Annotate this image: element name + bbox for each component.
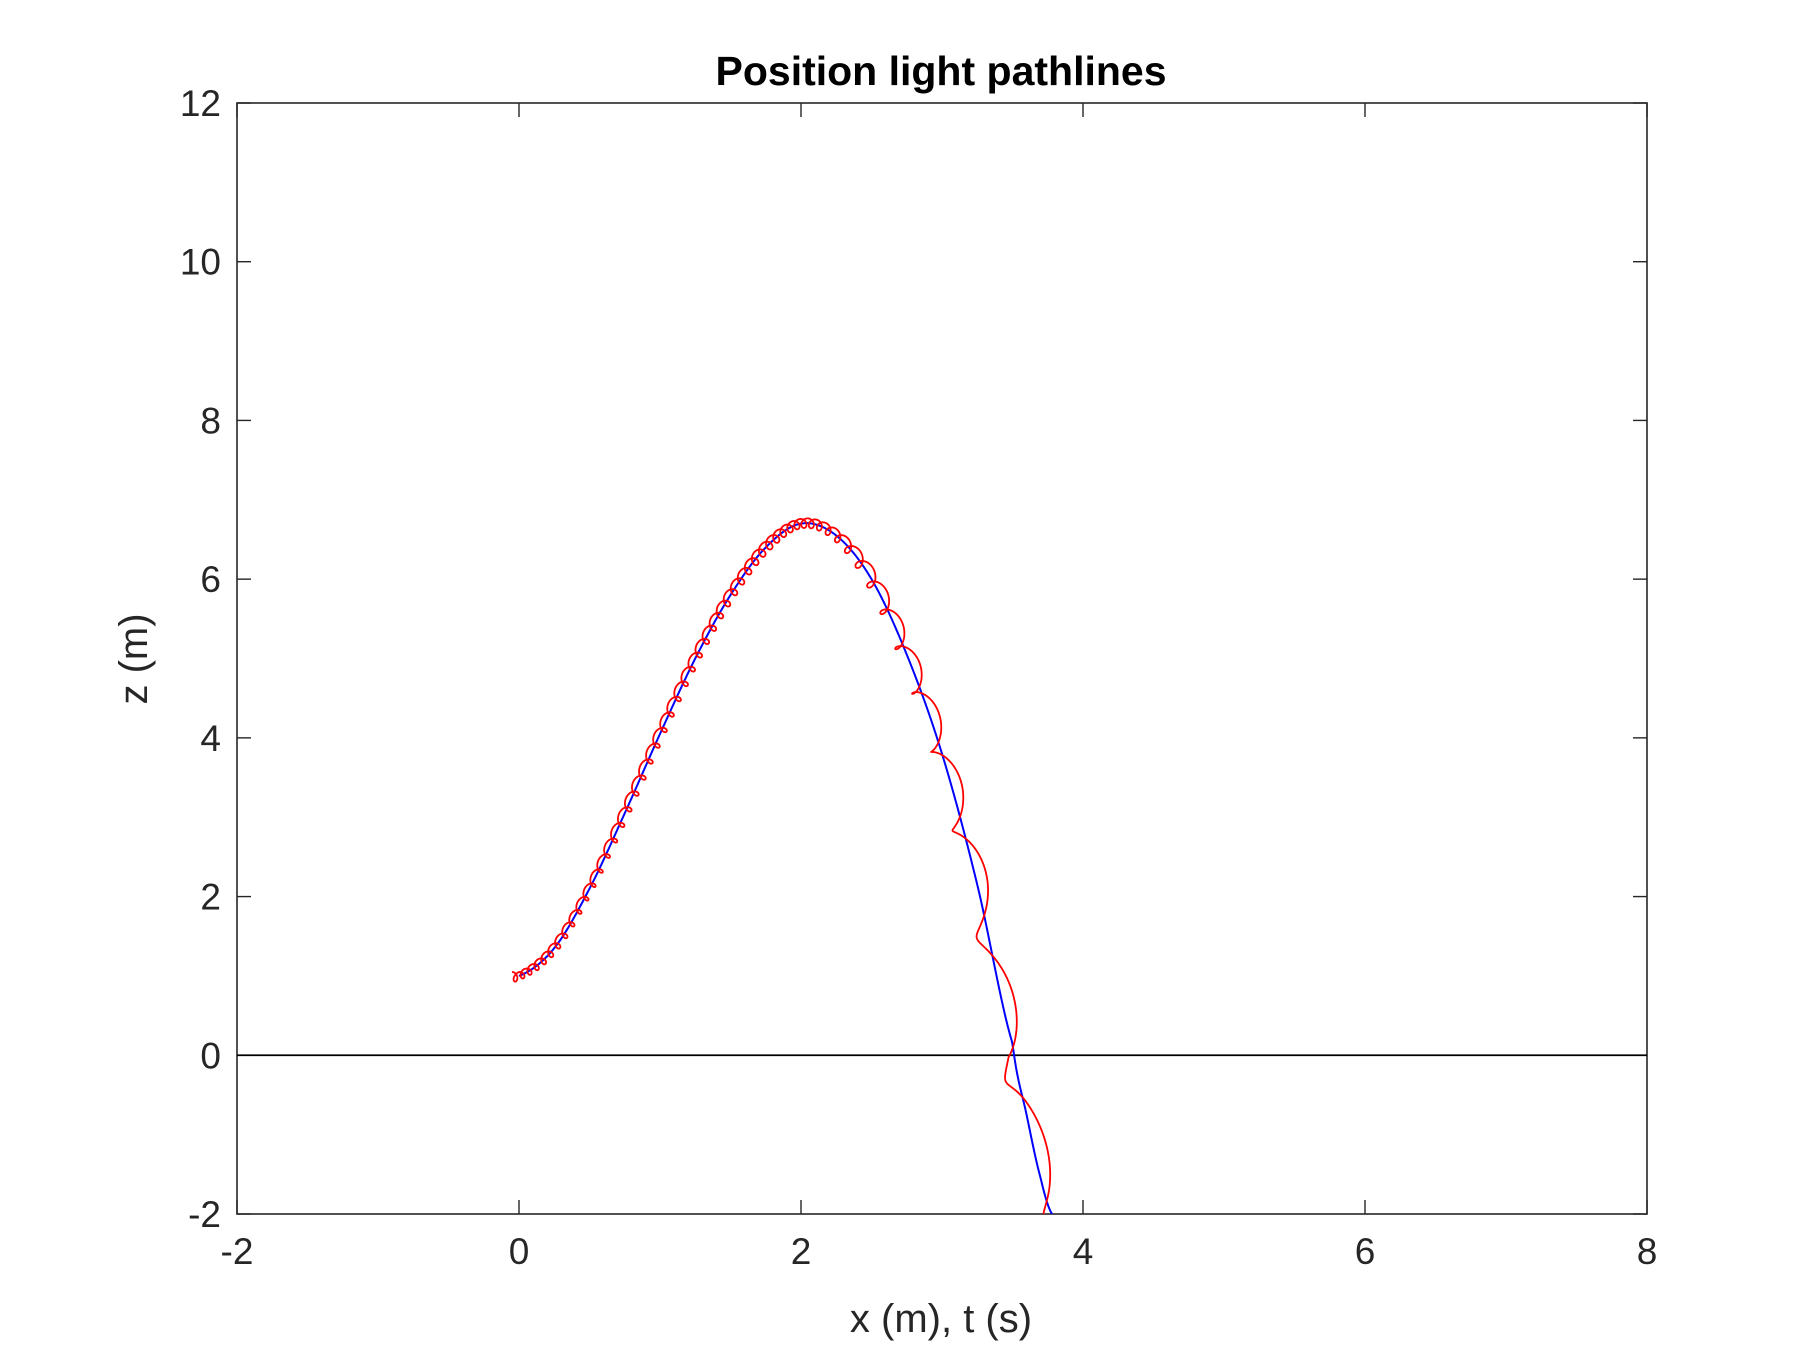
axes-box	[236, 102, 1648, 1215]
y-tick-label: 6	[200, 559, 221, 600]
x-axis-label: x (m), t (s)	[850, 1297, 1032, 1341]
chart-title: Position light pathlines	[716, 48, 1167, 94]
x-tick-label: 4	[1073, 1231, 1094, 1272]
y-tick-label: 10	[180, 242, 221, 283]
y-tick-label: -2	[188, 1194, 221, 1235]
x-tick-label: -2	[221, 1231, 254, 1272]
series-line-blue	[518, 522, 1053, 1214]
y-tick-label: 0	[200, 1035, 221, 1076]
x-tick-label: 8	[1637, 1231, 1658, 1272]
plot-area: -2 0 2 4 6 8 -2 0 2 4 6 8 10 12	[180, 83, 1657, 1272]
series-line-red	[511, 517, 1052, 1214]
y-tick-label: 8	[200, 400, 221, 441]
x-tick-label: 6	[1355, 1231, 1376, 1272]
x-tick-label: 0	[509, 1231, 530, 1272]
y-axis-label: z (m)	[112, 613, 156, 704]
y-tick-label: 2	[200, 877, 221, 918]
y-tick-label: 4	[200, 718, 221, 759]
y-tick-label: 12	[180, 83, 221, 124]
x-tick-label: 2	[791, 1231, 812, 1272]
